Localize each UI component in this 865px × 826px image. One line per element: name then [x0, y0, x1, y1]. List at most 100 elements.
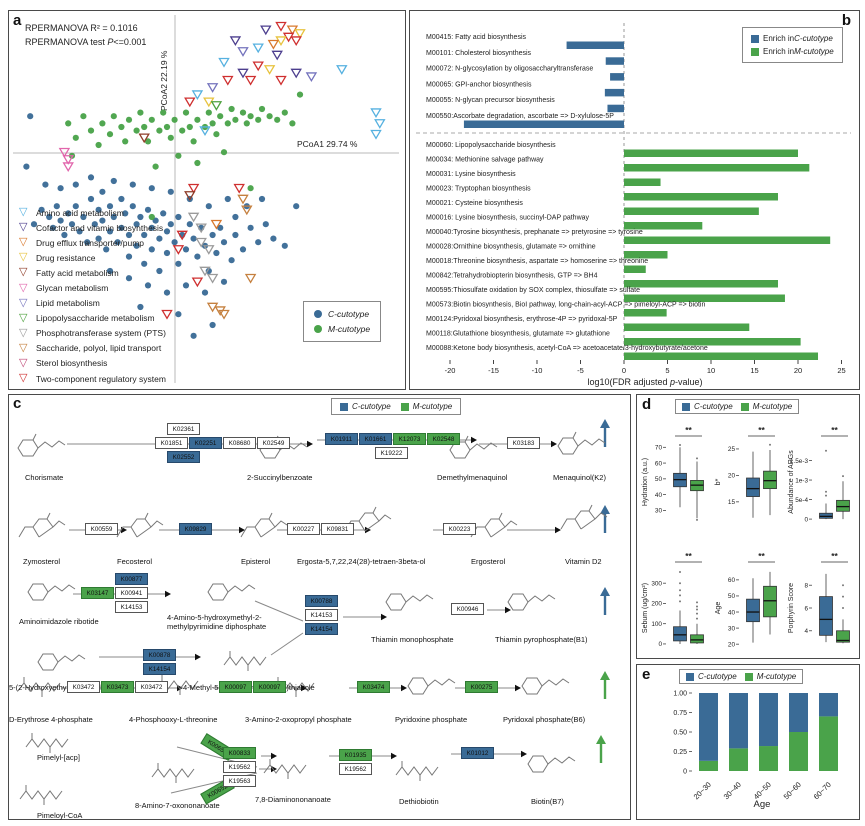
compound-name: Ergosta-5,7,22,24(28)-tetraen-3beta-ol: [297, 557, 426, 566]
ko-gene-box: K09831: [321, 523, 354, 535]
molecule-structure: [17, 433, 66, 457]
category-legend-item-1: ▽ Cofactor and vitamin biosynthesis: [19, 220, 166, 235]
svg-text:M00016: Lysine biosynthesis, s: M00016: Lysine biosynthesis, succinyl-DA…: [426, 215, 590, 222]
compound-name: Pyridoxine phosphate: [395, 715, 468, 724]
svg-text:0: 0: [658, 641, 662, 648]
svg-text:200: 200: [651, 601, 662, 608]
category-legend-item-3: ▽ Drug resistance: [19, 250, 166, 265]
svg-text:M00124:Pyridoxal biosynthesis,: M00124:Pyridoxal biosynthesis, erythrose…: [426, 316, 618, 323]
boxplot-1: b* 15 20 25 **: [715, 425, 777, 518]
compound-name: 4-Amino-5-hydroxymethyl-2- methylpyrimid…: [167, 613, 267, 631]
compound-name: 2-Succinylbenzoate: [247, 473, 313, 482]
ko-gene-box: K00223: [443, 523, 476, 535]
trend-up-arrow-icon: [600, 505, 610, 533]
category-legend-item-8: ▽ Phosphotransferase system (PTS): [19, 326, 166, 341]
legend-item-enrich-c: Enrich in C-cutotype: [751, 34, 833, 43]
category-label: Glycan metabolism: [36, 283, 109, 294]
ko-gene-box: K02251: [189, 437, 222, 449]
legend-item-enrich-m: Enrich in M-cutotype: [751, 47, 834, 56]
compound-name: Biotin(B7): [531, 797, 564, 806]
svg-text:M00031: Lysine biosynthesis: M00031: Lysine biosynthesis: [426, 171, 516, 178]
svg-text:**: **: [685, 425, 692, 435]
scatter-points-m-cutotype: [65, 91, 304, 221]
triangle-icon: ▽: [19, 266, 28, 279]
pcoa-scatter-plot: PCoA2 22.19 % PCoA1 29.74 %: [13, 15, 399, 383]
ko-gene-box: K03474: [357, 681, 390, 693]
compound-name: Pimelyl-[acp]: [37, 753, 80, 762]
svg-text:70: 70: [655, 445, 663, 452]
trend-up-arrow-icon: [600, 671, 610, 699]
ko-gene-box: K09829: [179, 523, 212, 535]
cutotype-legend: C-cutotype M-cutotype: [303, 301, 382, 342]
category-legend-item-11: ▽ Two-component regulatory system: [19, 371, 166, 386]
svg-text:-15: -15: [488, 366, 499, 375]
svg-text:1.5e-3: 1.5e-3: [790, 458, 809, 465]
svg-text:M00595:Thiosulfate oxidation b: M00595:Thiosulfate oxidation by SOX comp…: [426, 287, 640, 294]
ko-gene-box: K00878: [143, 649, 176, 661]
svg-text:-5: -5: [577, 366, 584, 375]
svg-text:**: **: [685, 551, 692, 561]
trend-up-arrow-icon: [596, 735, 606, 763]
category-label: Lipopolysaccharide metabolism: [36, 313, 155, 324]
svg-text:10: 10: [707, 366, 715, 375]
molecule-structure: [407, 677, 456, 695]
svg-text:Age: Age: [715, 602, 722, 615]
permanova-stats: RPERMANOVA R² = 0.1016 RPERMANOVA test P…: [25, 21, 146, 49]
svg-text:15: 15: [728, 499, 736, 506]
panel-label-d: d: [642, 396, 652, 413]
svg-text:M00072: N-glycosylation by oli: M00072: N-glycosylation by oligosacchary…: [426, 66, 593, 73]
category-label: Fatty acid metabolism: [36, 267, 119, 278]
panel-age-distribution: e C-cutotype M-cutotype 0 0.25 0.50 0.75 1.0…: [636, 664, 860, 820]
ko-gene-box: K00275: [465, 681, 498, 693]
ko-gene-box: K02549: [257, 437, 290, 449]
svg-text:-10: -10: [532, 366, 543, 375]
m-cutotype-square-icon: [740, 402, 749, 411]
ko-gene-box: K00559: [85, 523, 118, 535]
compound-name: 4-Phosphooxy-L-threonine: [129, 715, 218, 724]
molecule-structure: [470, 512, 518, 538]
svg-text:8: 8: [804, 583, 808, 590]
ko-gene-box: K02552: [167, 451, 200, 463]
compound-name: D-Erythrose 4-phosphate: [9, 715, 93, 724]
m-cutotype-square-icon: [400, 402, 409, 411]
category-legend-item-9: ▽ Saccharide, polyol, lipid transport: [19, 341, 166, 356]
panel-label-b: b: [841, 12, 851, 29]
svg-text:PCoA1 29.74 %: PCoA1 29.74 %: [297, 139, 358, 149]
boxplot-5: Porphyrin Score 4 6 8 **: [788, 551, 850, 644]
compound-name: Zymosterol: [23, 557, 61, 566]
c-cutotype-square-icon: [682, 402, 690, 411]
compound-name: Dethiobiotin: [399, 797, 439, 806]
category-legend-item-7: ▽ Lipopolysaccharide metabolism: [19, 311, 166, 326]
molecule-structure: [385, 593, 434, 611]
svg-text:Porphyrin Score: Porphyrin Score: [788, 583, 795, 633]
triangle-icon: ▽: [19, 236, 28, 249]
svg-text:20~30: 20~30: [692, 780, 713, 801]
svg-text:60: 60: [728, 577, 736, 584]
ko-gene-box: K03183: [507, 437, 540, 449]
m-cutotype-square-icon: [744, 672, 753, 681]
triangle-icon: ▽: [19, 372, 28, 385]
svg-text:M00550:Ascorbate degradation,: M00550:Ascorbate degradation, ascorbate …: [426, 113, 614, 120]
triangle-icon: ▽: [19, 341, 28, 354]
svg-text:M00118:Glutathione biosynthesi: M00118:Glutathione biosynthesis, glutama…: [426, 331, 610, 338]
ko-gene-box: K12073: [393, 433, 426, 445]
compound-name: 7,8-Diaminononanoate: [255, 795, 331, 804]
svg-text:30: 30: [728, 625, 736, 632]
svg-text:50~60: 50~60: [782, 780, 803, 801]
svg-text:M00021: Cysteine biosynthesis: M00021: Cysteine biosynthesis: [426, 200, 523, 207]
category-label: Saccharide, polyol, lipid transport: [36, 343, 162, 354]
svg-text:b*: b*: [715, 478, 722, 485]
ko-gene-box: K00833: [223, 747, 256, 759]
boxplot-2: Abundance of ARGs 0 5e-4 1e-3 1.5e-3 **: [788, 425, 850, 523]
ko-gene-box: K03472: [67, 681, 100, 693]
svg-text:M00018:Threonine biosynthesis,: M00018:Threonine biosynthesis, aspartate…: [426, 258, 648, 265]
triangle-icon: ▽: [19, 311, 28, 324]
ko-gene-box: K19222: [375, 447, 408, 459]
category-label: Lipid metabolism: [36, 298, 100, 309]
ko-gene-box: K02548: [427, 433, 460, 445]
ko-gene-box: K19562: [339, 763, 372, 775]
triangle-icon: ▽: [19, 296, 28, 309]
scatter-category-triangles: [58, 21, 386, 320]
compound-name: 3-Amino-2-oxopropyl phosphate: [245, 715, 352, 724]
